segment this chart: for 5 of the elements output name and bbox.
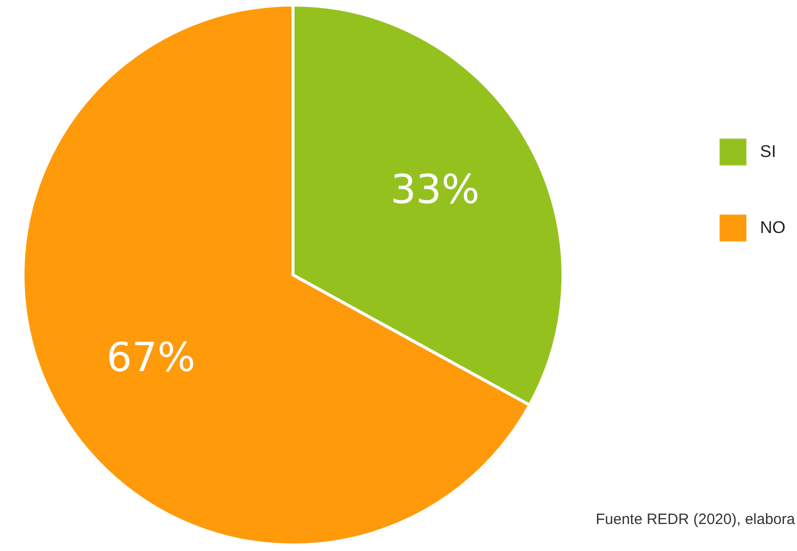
- data-label: 33%: [390, 167, 480, 214]
- data-label: 67%: [106, 334, 196, 381]
- legend-label: NO: [760, 218, 786, 237]
- legend-label: SI: [760, 142, 776, 161]
- source-note: Fuente REDR (2020), elabora: [596, 511, 796, 528]
